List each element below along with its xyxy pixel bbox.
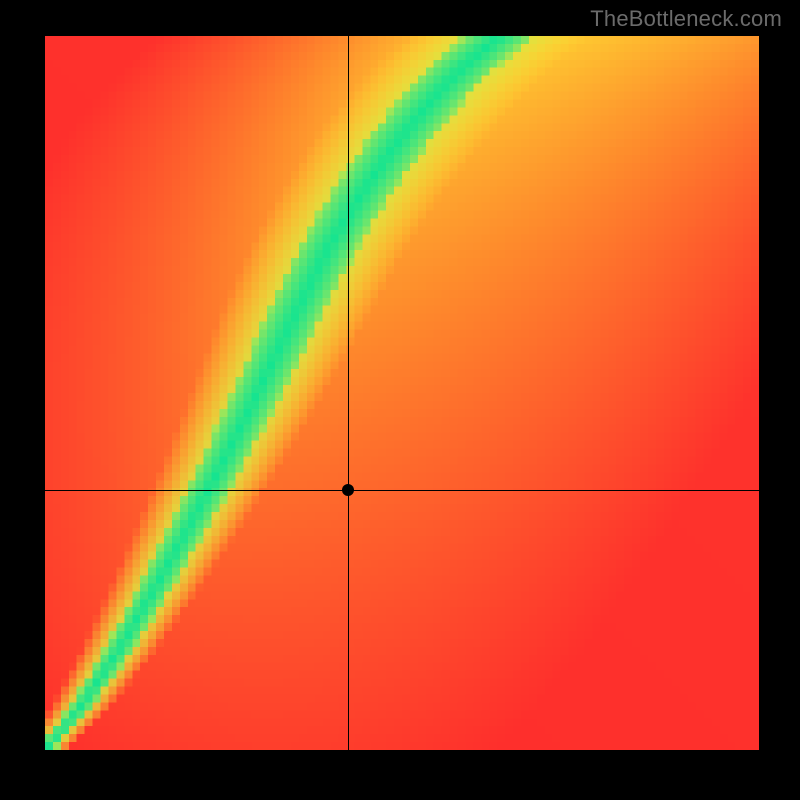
chart-container: { "watermark": { "text": "TheBottleneck.… bbox=[0, 0, 800, 800]
heatmap-canvas bbox=[45, 36, 759, 750]
watermark-text: TheBottleneck.com bbox=[590, 6, 782, 32]
heatmap-plot bbox=[45, 36, 759, 750]
